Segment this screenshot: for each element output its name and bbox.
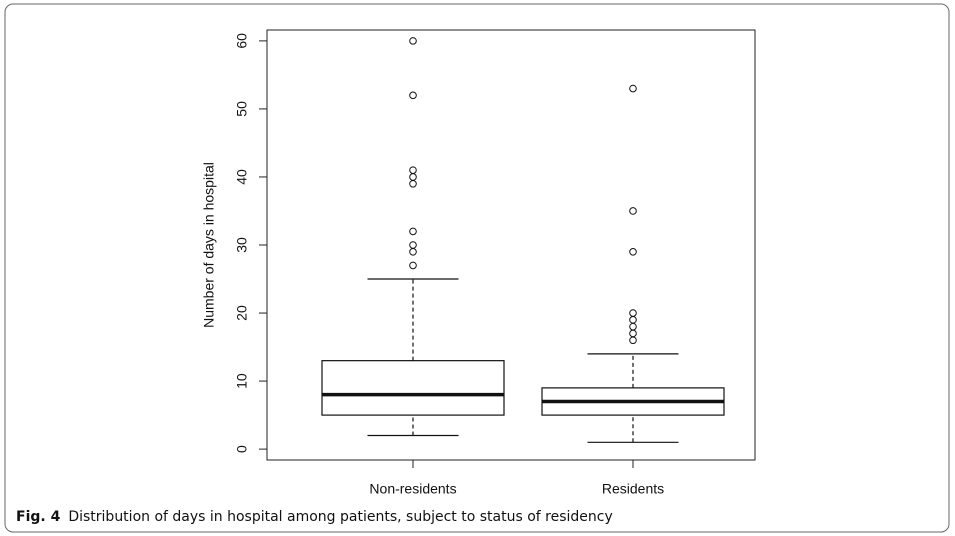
outlier [629, 207, 637, 215]
outlier [409, 227, 417, 236]
y-tick-label: 50 [234, 101, 250, 117]
x-tick-label: Residents [602, 481, 664, 497]
outlier [409, 261, 417, 270]
outlier [629, 329, 637, 338]
outlier [409, 173, 417, 181]
outlier [629, 309, 637, 317]
outlier [629, 248, 637, 256]
x-tick-label: Non-residents [369, 481, 456, 497]
outlier [629, 336, 637, 345]
outlier [409, 166, 417, 174]
y-tick-label: 30 [234, 237, 250, 253]
y-tick-label: 20 [234, 305, 250, 321]
outlier [629, 322, 637, 331]
caption-text: Distribution of days in hospital among p… [68, 509, 612, 525]
outlier [409, 37, 417, 45]
y-tick-label: 0 [234, 445, 250, 453]
box [321, 360, 505, 416]
caption-label: Fig. 4 [16, 509, 61, 525]
outlier [629, 316, 637, 324]
outlier [409, 241, 417, 249]
y-tick-label: 60 [234, 33, 250, 49]
y-axis-label: Number of days in hospital [201, 162, 217, 328]
y-tick-label: 10 [234, 373, 250, 389]
frame [4, 3, 950, 533]
y-tick-label: 40 [234, 169, 250, 185]
outlier [629, 84, 637, 93]
outlier [409, 91, 417, 100]
outlier [409, 179, 417, 188]
caption: Fig. 4 Distribution of days in hospital a… [16, 509, 613, 525]
outlier [409, 248, 417, 256]
